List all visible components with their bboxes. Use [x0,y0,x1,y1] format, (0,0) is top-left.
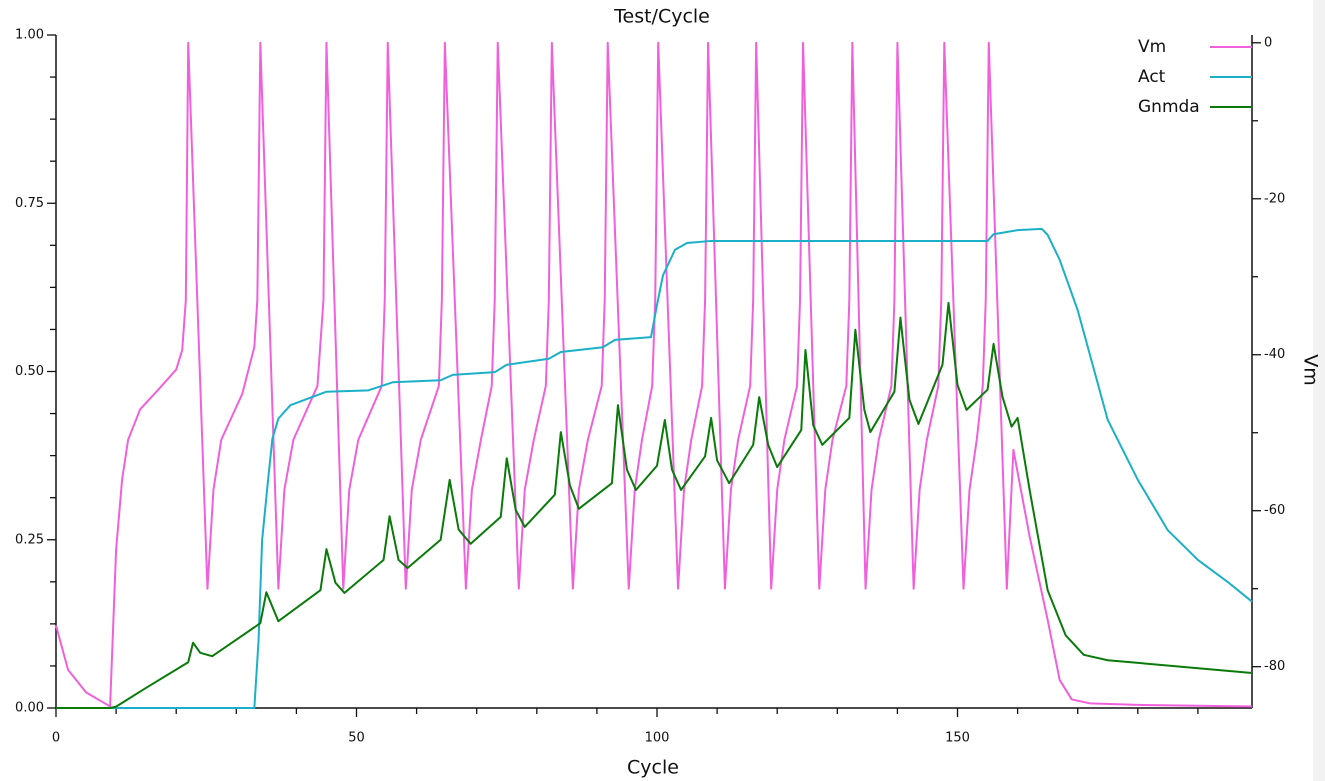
legend-label: Gnmda [1138,97,1200,117]
chart-title: Test/Cycle [613,6,710,28]
y2-tick-label: -80 [1264,659,1285,674]
series-line [56,301,1253,709]
y-tick-label: 1.00 [15,28,44,43]
y2-tick-label: -60 [1264,503,1285,518]
x-axis-label: Cycle [627,757,679,779]
y2-axis-label: Vm [1300,354,1322,386]
x-tick-label: 50 [348,731,365,746]
series-line [56,227,1253,709]
x-tick-label: 100 [645,731,670,746]
series-line [55,41,1253,708]
x-tick-label: 150 [945,731,970,746]
y2-tick-label: -40 [1264,347,1285,362]
scrollbar [1313,0,1325,781]
x-tick-label: 0 [52,731,60,746]
y2-tick-label: 0 [1264,35,1272,50]
y-tick-label: 0.00 [15,701,44,716]
y-tick-label: 0.25 [15,532,44,547]
y2-tick-label: -20 [1264,191,1285,206]
legend-label: Vm [1138,37,1166,57]
y-tick-label: 0.50 [15,364,44,379]
legend-label: Act [1138,67,1166,87]
y-tick-label: 0.75 [15,196,44,211]
